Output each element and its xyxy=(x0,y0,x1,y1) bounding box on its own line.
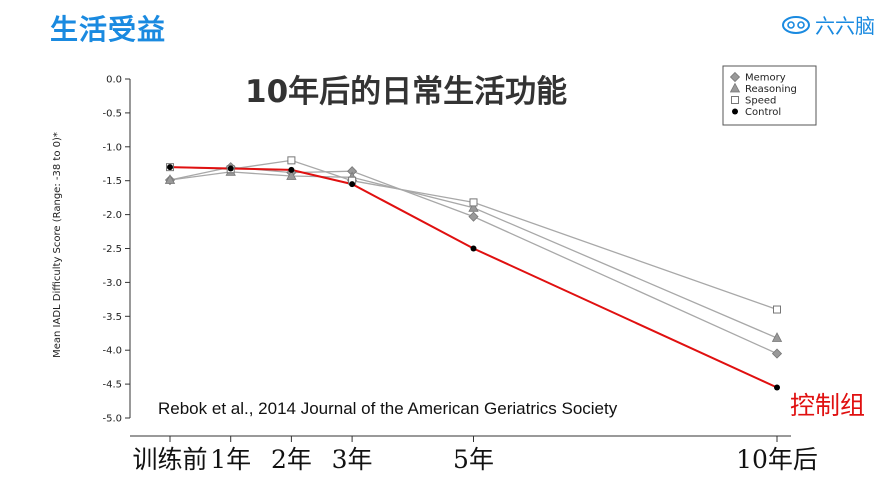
series-markers xyxy=(164,156,783,391)
brand-logo: 六六脑 xyxy=(781,10,875,39)
x-tick-label: 2年 xyxy=(271,445,312,474)
y-tick-label: -4.5 xyxy=(102,380,122,391)
chart-title: 10年后的日常生活功能 xyxy=(245,74,568,110)
legend-label: Reasoning xyxy=(745,84,797,95)
x-tick-label: 10年后 xyxy=(736,445,818,474)
chart-axes: 0.0 -0.5 -1.0 -1.5 -2.0 -2.5 -3.0 -3.5 -4.0 -4.5 -… xyxy=(102,75,817,475)
data-point-control xyxy=(167,164,173,171)
data-point-control xyxy=(470,245,477,252)
legend-label: Control xyxy=(745,107,781,118)
control-group-annotation: 控制组 xyxy=(790,391,866,420)
data-point-control xyxy=(227,165,234,172)
slide-title: 生活受益 xyxy=(50,13,167,46)
x-tick-label: 1年 xyxy=(210,445,251,474)
legend-marker-reasoning xyxy=(729,82,741,93)
legend-label: Speed xyxy=(745,96,776,107)
series-line-memory xyxy=(169,166,778,355)
y-tick-label: -0.5 xyxy=(102,108,122,119)
y-tick-label: -5.0 xyxy=(102,414,122,425)
data-point-reasoning xyxy=(468,201,479,212)
y-tick-label: 0.0 xyxy=(106,75,122,86)
data-point-control xyxy=(349,181,356,188)
legend-label: Memory xyxy=(745,73,786,84)
data-point-speed xyxy=(287,156,296,165)
y-tick-label: -2.5 xyxy=(102,244,122,255)
legend-marker-memory xyxy=(729,71,741,83)
series-line-speed xyxy=(169,159,778,311)
data-point-memory xyxy=(468,211,479,222)
data-point-memory xyxy=(771,348,783,359)
brain-cloud-icon xyxy=(782,15,810,34)
y-tick-label: -4.0 xyxy=(102,346,122,357)
x-tick-label: 训练前 xyxy=(132,445,207,474)
legend-marker-control xyxy=(732,108,738,115)
data-point-speed xyxy=(773,305,781,314)
y-tick-label: -3.5 xyxy=(102,312,122,323)
citation: Rebok et al., 2014 Journal of the Americ… xyxy=(158,399,618,418)
brand-name: 六六脑 xyxy=(815,14,875,38)
y-tick-label: -1.0 xyxy=(102,142,122,153)
data-point-reasoning xyxy=(164,174,176,184)
data-point-control xyxy=(288,166,295,173)
x-tick-label: 5年 xyxy=(453,445,494,474)
x-tick-label: 3年 xyxy=(332,445,373,474)
series-lines xyxy=(169,159,778,389)
data-point-speed xyxy=(469,198,478,207)
y-tick-label: -1.5 xyxy=(102,176,122,187)
legend-marker-speed xyxy=(731,96,739,104)
series-line-control xyxy=(169,166,778,389)
data-point-reasoning xyxy=(771,332,783,342)
y-tick-label: -3.0 xyxy=(102,278,122,289)
data-point-control xyxy=(774,384,780,391)
data-point-reasoning xyxy=(286,170,297,180)
y-tick-label: -2.0 xyxy=(102,210,122,221)
